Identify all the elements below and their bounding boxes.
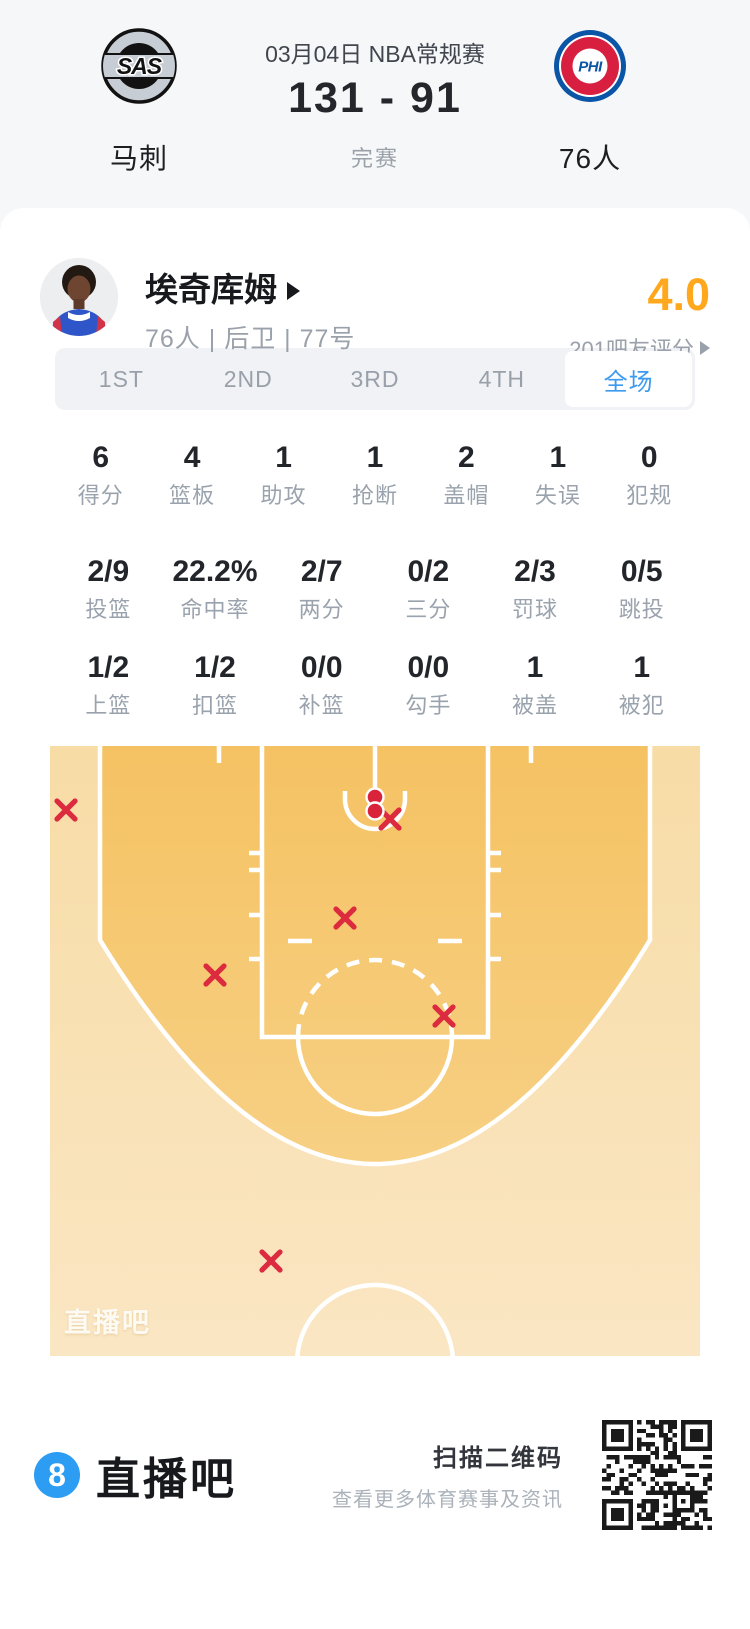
shot-made-mark — [365, 801, 385, 821]
stat-steals: 1 抢断 — [351, 441, 398, 508]
match-header: SAS 马刺 03月04日 NBA常规赛 131 - 91 完赛 PHI 76人 — [0, 0, 750, 208]
spurs-logo[interactable]: SAS — [101, 28, 177, 104]
shot-miss-mark — [259, 1249, 283, 1273]
stat-rebounds: 4 篮板 — [169, 441, 216, 508]
stat-blocked-against: 1 被盖 — [512, 651, 559, 718]
shot-miss-mark — [54, 798, 78, 822]
stat-blocks: 2 盖帽 — [443, 441, 490, 508]
qr-code — [602, 1419, 712, 1530]
shot-marks-layer — [54, 787, 456, 1273]
tab-2nd[interactable]: 2ND — [223, 365, 273, 392]
court-inner-area — [100, 746, 650, 1164]
player-row[interactable]: 埃奇库姆 76人 | 后卫 | 77号 4.0 201吧友评分 — [40, 208, 710, 362]
stat-fg: 2/9 投篮 — [85, 555, 132, 622]
lane-hash-left — [249, 850, 262, 962]
stat-hooks: 0/0 勾手 — [405, 651, 452, 718]
player-name-arrow-icon — [287, 282, 300, 300]
away-team-name: 76人 — [558, 143, 622, 174]
stat-turnovers: 1 失误 — [534, 441, 581, 508]
tab-1st[interactable]: 1ST — [98, 365, 144, 392]
zhibo8-logo-icon: 8 — [34, 1451, 80, 1498]
brand-name: 直播吧 — [96, 1454, 237, 1504]
stats-row-detail: 1/2 上篮 1/2 扣篮 0/0 补篮 0/0 勾手 1 被盖 1 被犯 — [55, 653, 695, 717]
qr-title: 扫描二维码 — [433, 1444, 563, 1472]
lane-lines — [259, 746, 491, 1040]
tab-3rd[interactable]: 3RD — [350, 365, 400, 392]
player-stats-card: 埃奇库姆 76人 | 后卫 | 77号 4.0 201吧友评分 1ST 2ND … — [0, 208, 750, 1629]
rating-value: 4.0 — [647, 269, 710, 320]
tab-4th[interactable]: 4TH — [478, 365, 526, 392]
shot-miss-mark — [203, 963, 227, 987]
qr-text-block: 扫描二维码 查看更多体育赛事及资讯 — [332, 1438, 563, 1512]
restricted-area-arc — [342, 791, 408, 832]
tab-full-game[interactable]: 全场 — [565, 351, 692, 407]
player-main-info: 埃奇库姆 76人 | 后卫 | 77号 — [145, 258, 355, 353]
footer: 8 直播吧 扫描二维码 查看更多体育赛事及资讯 — [0, 1356, 750, 1579]
stat-putbacks: 0/0 补篮 — [298, 651, 345, 718]
lane-hash-right — [488, 850, 501, 962]
away-team-block[interactable]: PHI 76人 — [520, 28, 660, 177]
free-throw-circle-dashed — [295, 957, 455, 1038]
stat-assists: 1 助攻 — [260, 441, 307, 508]
player-name[interactable]: 埃奇库姆 — [145, 271, 277, 308]
svg-text:8: 8 — [48, 1457, 66, 1493]
match-score: 131 - 91 — [288, 74, 462, 122]
court-lines — [97, 746, 653, 1356]
court-watermark: 直播吧 — [64, 1308, 151, 1338]
shot-miss-mark — [432, 1004, 456, 1028]
shot-chart: 直播吧 — [50, 746, 700, 1356]
stat-layups: 1/2 上篮 — [85, 651, 132, 718]
stats-row-shooting: 2/9 投篮 22.2% 命中率 2/7 两分 0/2 三分 2/3 罚球 0/5 跳投 — [55, 557, 695, 621]
quarter-tab-bar: 1ST 2ND 3RD 4TH 全场 — [55, 348, 695, 410]
player-detail: 76人 | 后卫 | 77号 — [145, 325, 356, 353]
rating-block[interactable]: 4.0 201吧友评分 — [569, 258, 710, 362]
player-avatar-image — [40, 258, 118, 336]
match-date: 03月04日 NBA常规赛 — [265, 41, 485, 67]
stat-fouled: 1 被犯 — [618, 651, 665, 718]
court-svg — [50, 746, 700, 1356]
player-avatar[interactable] — [40, 258, 118, 336]
stat-jumpers: 0/5 跳投 — [618, 555, 665, 622]
rating-arrow-icon — [700, 341, 710, 355]
stats-row-basic: 6 得分 4 篮板 1 助攻 1 抢断 2 盖帽 1 失误 0 犯规 — [55, 443, 695, 507]
qr-subtitle: 查看更多体育赛事及资讯 — [332, 1488, 563, 1511]
baseline-hash-marks — [216, 746, 534, 763]
stat-3pt: 0/2 三分 — [405, 555, 452, 622]
stat-ft: 2/3 罚球 — [512, 555, 559, 622]
stat-fouls: 0 犯规 — [626, 441, 673, 508]
free-throw-circle-solid — [295, 1036, 455, 1117]
sixers-abbr: PHI — [578, 59, 603, 76]
stat-2pt: 2/7 两分 — [298, 555, 345, 622]
home-team-name: 马刺 — [109, 143, 168, 174]
three-point-line — [97, 746, 653, 1167]
stat-fg-pct: 22.2% 命中率 — [172, 555, 258, 622]
stat-points: 6 得分 — [77, 441, 124, 508]
stat-dunks: 1/2 扣篮 — [192, 651, 239, 718]
shot-miss-mark — [333, 906, 357, 930]
sixers-logo[interactable]: PHI — [552, 28, 628, 104]
match-status: 完赛 — [350, 146, 399, 171]
spurs-abbr: SAS — [117, 53, 163, 79]
home-team-block[interactable]: SAS 马刺 — [69, 28, 209, 177]
center-circle — [295, 1282, 455, 1356]
